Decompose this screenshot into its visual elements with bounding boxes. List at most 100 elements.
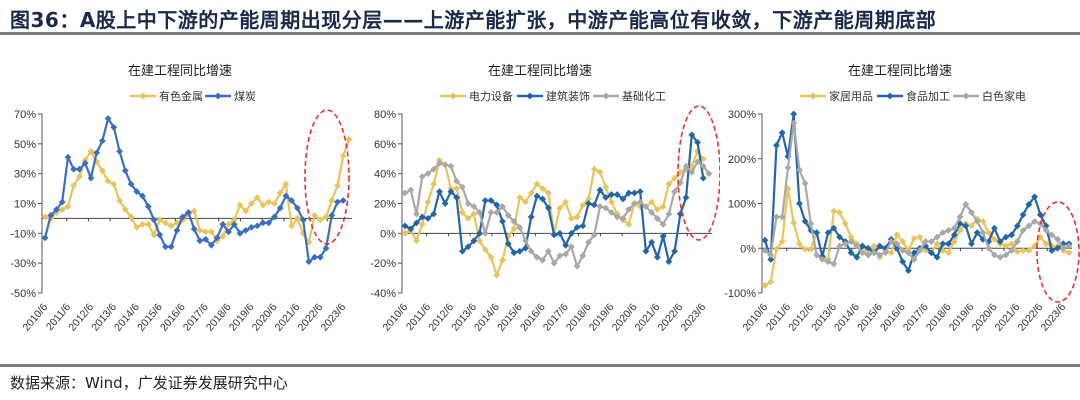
data-point: [939, 240, 947, 248]
data-point: [979, 218, 987, 225]
data-point: [968, 209, 975, 216]
data-point: [139, 220, 146, 228]
legend-marker: [886, 92, 894, 100]
data-point: [522, 237, 529, 245]
data-point: [196, 226, 204, 234]
data-point: [767, 251, 775, 259]
legend-marker: [214, 92, 222, 100]
data-point: [202, 235, 210, 243]
data-point: [996, 238, 1004, 245]
data-point: [864, 244, 872, 252]
data-point: [991, 251, 998, 259]
data-point: [836, 209, 843, 216]
y-tick-label: 0%: [740, 243, 756, 255]
data-point: [1002, 251, 1010, 259]
data-point: [316, 253, 324, 261]
data-point: [933, 253, 941, 261]
data-point: [602, 204, 610, 212]
data-point: [904, 267, 912, 275]
data-point: [213, 234, 221, 242]
y-tick-label: 10%: [14, 199, 36, 211]
data-point: [464, 200, 472, 207]
data-point: [694, 147, 701, 155]
data-point: [882, 249, 889, 257]
data-point: [653, 253, 661, 261]
data-point: [648, 198, 656, 206]
data-point: [659, 220, 667, 228]
data-point: [470, 237, 478, 245]
data-point: [631, 200, 638, 207]
data-point: [585, 195, 592, 203]
data-point: [424, 215, 432, 222]
data-point: [453, 177, 461, 185]
y-tick-label: -40%: [370, 288, 396, 300]
data-point: [956, 213, 964, 221]
data-point: [493, 209, 501, 216]
data-point: [631, 189, 638, 197]
data-point: [642, 247, 650, 255]
data-point: [1042, 222, 1050, 230]
data-point: [499, 256, 506, 264]
data-point: [910, 249, 918, 257]
data-point: [293, 215, 301, 222]
x-tick-label: 2010/6: [380, 301, 410, 333]
data-point: [761, 236, 769, 244]
data-point: [504, 240, 512, 248]
data-point: [481, 197, 489, 204]
data-point: [636, 188, 644, 195]
highlight-ellipse: [304, 109, 350, 245]
data-point: [533, 192, 541, 200]
y-tick-label: 40%: [374, 169, 396, 181]
data-point: [334, 182, 341, 189]
data-point: [441, 200, 449, 207]
data-point: [991, 224, 998, 232]
data-point: [487, 253, 495, 261]
data-point: [562, 198, 570, 206]
data-point: [927, 238, 935, 245]
data-point: [682, 162, 690, 170]
data-point: [259, 219, 267, 227]
data-point: [933, 240, 941, 248]
data-point: [801, 218, 809, 225]
legend-label: 电力设备: [469, 89, 513, 103]
data-point: [694, 158, 701, 166]
data-point: [487, 209, 495, 216]
data-point: [418, 213, 426, 221]
data-point: [316, 216, 324, 224]
y-tick-label: 80%: [374, 109, 396, 121]
data-point: [562, 241, 570, 249]
data-point: [1002, 242, 1010, 250]
data-point: [64, 203, 72, 210]
legend-label: 白色家电: [982, 89, 1026, 103]
data-point: [276, 189, 284, 197]
data-point: [968, 240, 975, 248]
data-point: [481, 246, 489, 254]
data-point: [499, 218, 506, 225]
data-point: [699, 162, 707, 170]
data-point: [991, 235, 998, 243]
data-point: [619, 195, 627, 203]
data-point: [556, 229, 564, 237]
data-point: [288, 197, 296, 204]
data-point: [767, 278, 775, 286]
data-point: [127, 213, 135, 221]
highlight-ellipse: [677, 105, 720, 241]
y-tick-label: 200%: [728, 154, 756, 166]
legend-label: 有色金属: [159, 89, 203, 103]
data-point: [167, 222, 175, 230]
data-point: [659, 232, 667, 240]
data-point: [70, 165, 78, 173]
legend-item-home-furnishings: 家居用品: [800, 89, 873, 103]
data-point: [705, 170, 713, 178]
data-point: [653, 215, 661, 222]
data-point: [207, 228, 215, 236]
data-point: [305, 258, 313, 266]
data-point: [116, 197, 123, 204]
data-point: [625, 206, 633, 213]
legend-item-nonferrous-metals: 有色金属: [130, 89, 203, 103]
data-point: [830, 207, 838, 215]
data-point: [481, 229, 489, 237]
data-point: [847, 238, 855, 245]
data-point: [945, 226, 952, 234]
data-point: [236, 229, 244, 237]
